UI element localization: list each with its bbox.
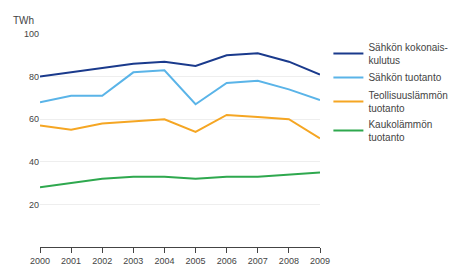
svg-text:2006: 2006 — [217, 256, 237, 266]
svg-text:2005: 2005 — [186, 256, 206, 266]
svg-text:Teollisuuslämmöntuotanto: Teollisuuslämmöntuotanto — [368, 90, 447, 114]
svg-text:Sähkön kokonais-kulutus: Sähkön kokonais-kulutus — [368, 42, 448, 66]
svg-text:Sähkön tuotanto: Sähkön tuotanto — [368, 72, 441, 83]
svg-text:60: 60 — [29, 114, 39, 124]
svg-text:100: 100 — [24, 29, 39, 39]
svg-text:2007: 2007 — [248, 256, 268, 266]
svg-text:20: 20 — [29, 200, 39, 210]
svg-text:2008: 2008 — [279, 256, 299, 266]
svg-text:2004: 2004 — [154, 256, 174, 266]
svg-text:2003: 2003 — [123, 256, 143, 266]
svg-text:2009: 2009 — [310, 256, 330, 266]
svg-text:40: 40 — [29, 157, 39, 167]
svg-text:2000: 2000 — [30, 256, 50, 266]
svg-text:2001: 2001 — [61, 256, 81, 266]
svg-text:TWh: TWh — [13, 15, 34, 26]
svg-text:2002: 2002 — [92, 256, 112, 266]
svg-text:80: 80 — [29, 72, 39, 82]
svg-text:Kaukolämmöntuotanto: Kaukolämmöntuotanto — [368, 119, 432, 143]
